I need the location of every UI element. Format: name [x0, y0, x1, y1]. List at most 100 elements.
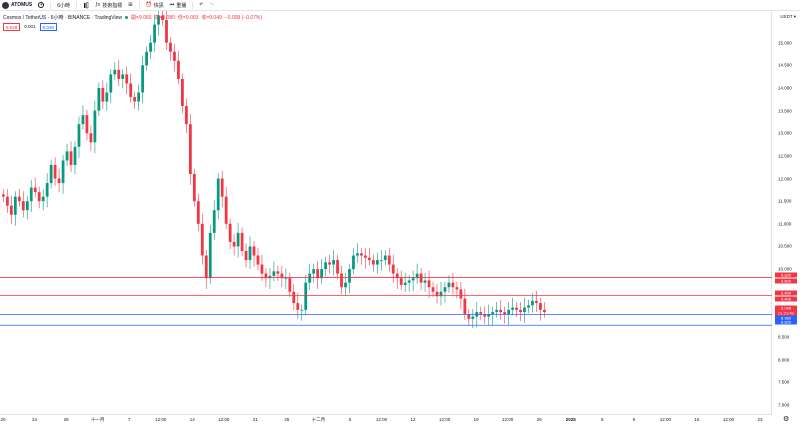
- currency-selector[interactable]: USDT ▾: [780, 14, 796, 19]
- candle-body: [9, 205, 13, 215]
- candle-body: [543, 309, 546, 313]
- line-price-tag: 9.400: [775, 296, 797, 302]
- price-tick-label: 8.000: [778, 357, 790, 363]
- price-tick-label: 8.500: [778, 334, 790, 340]
- grid-icon: ⊞: [128, 2, 133, 8]
- candle-body: [415, 273, 419, 279]
- time-tick-label: 25: [284, 417, 290, 422]
- plus-circle-icon: +: [38, 2, 45, 8]
- price-tick-label: 12.000: [778, 176, 792, 182]
- candle-body: [121, 74, 125, 79]
- symbol-search[interactable]: ATOMUS: [2, 1, 33, 9]
- candle-body: [399, 278, 403, 285]
- candle-body: [85, 115, 89, 134]
- price-tick-label: 14.000: [778, 85, 792, 91]
- compare-button[interactable]: +: [38, 2, 45, 8]
- candle-body: [188, 124, 192, 175]
- candle-body: [169, 42, 172, 52]
- replay-button[interactable]: ⏮ 重播: [170, 2, 187, 9]
- candle-body: [25, 201, 29, 211]
- candle-body: [479, 312, 483, 315]
- candle-body: [535, 300, 538, 304]
- candle-body: [21, 201, 25, 211]
- time-tick-label: 12:00: [438, 417, 451, 422]
- spread-value: 0.001: [22, 23, 38, 31]
- buy-price-button[interactable]: 9.049: [39, 23, 57, 31]
- legend-low: 低=9.003: [177, 15, 199, 21]
- sell-price-button[interactable]: 9.048: [3, 23, 21, 31]
- candle-body: [17, 196, 21, 202]
- price-tick-label: 10.000: [778, 266, 792, 272]
- candle-body: [360, 253, 363, 256]
- time-tick-label: 28: [63, 417, 69, 422]
- price-tick-label: 12.500: [778, 153, 792, 159]
- undo-button[interactable]: ↶: [199, 2, 203, 8]
- time-axis[interactable]: 20 24 28 十一月 7 12:00 14 12:00 21 25 十二月 5 12:00 12 12:…: [0, 414, 772, 426]
- settings-gear-icon[interactable]: ⚙: [783, 416, 790, 423]
- indicators-label: 技術指標: [102, 2, 123, 9]
- alert-label: 快訊: [153, 2, 164, 9]
- interval-button[interactable]: 6小時: [57, 2, 70, 9]
- candlestick-chart[interactable]: [0, 11, 772, 414]
- chart-pane[interactable]: [0, 11, 772, 414]
- candle-body: [53, 164, 57, 179]
- candle-body: [356, 253, 359, 256]
- price-tick-label: 13.000: [778, 130, 792, 136]
- price-tick-label: 14.500: [778, 62, 792, 68]
- candle-body: [97, 87, 101, 111]
- candle-body: [435, 291, 439, 297]
- templates-button[interactable]: ⊞: [128, 2, 132, 8]
- toolbar-divider: [192, 1, 194, 9]
- candle-body: [280, 273, 284, 279]
- candle-body: [196, 201, 200, 224]
- candle-body: [157, 15, 160, 25]
- candle-body: [395, 273, 399, 279]
- price-tick-label: 15.000: [778, 40, 792, 46]
- candle-body: [459, 289, 463, 299]
- replay-icon: ⏮: [169, 2, 175, 8]
- symbol-label: ATOMUS: [11, 2, 33, 8]
- candle-body: [447, 282, 451, 288]
- candle-body: [391, 264, 395, 274]
- candle-body: [451, 282, 455, 288]
- candle-body: [371, 260, 375, 265]
- legend-change: −0.008 (−0.07%): [224, 14, 263, 21]
- candle-body: [288, 278, 292, 292]
- candle-type-button[interactable]: [83, 1, 89, 9]
- candle-body: [463, 298, 467, 315]
- candle-body: [312, 269, 316, 274]
- candle-body: [49, 164, 53, 184]
- time-tick-label: 12:00: [375, 417, 388, 422]
- buy-sell-panel: 9.048 0.001 9.049: [3, 23, 57, 31]
- redo-button[interactable]: ↷: [209, 2, 213, 8]
- candle-body: [403, 282, 407, 285]
- candle-body: [519, 309, 522, 313]
- candle-body: [69, 151, 73, 165]
- line-price-tag: 9.450: [775, 290, 797, 296]
- candle-body: [304, 282, 308, 310]
- time-tick-label: 12: [410, 417, 416, 422]
- candle-body: [431, 287, 435, 292]
- candle-body: [216, 178, 220, 211]
- candle-body: [77, 124, 81, 147]
- time-tick-label: 26: [536, 417, 542, 422]
- time-tick-label: 14: [189, 417, 195, 422]
- price-axis[interactable]: 15.000 14.500 14.000 13.500 13.000 12.500 12.0…: [772, 11, 800, 414]
- candle-body: [29, 187, 33, 202]
- line-price-tag: 9.805: [775, 278, 797, 284]
- candle-body: [224, 196, 228, 224]
- last-price-tag: 8.989: [775, 315, 797, 321]
- alert-button[interactable]: ⏰ 快訊: [146, 2, 164, 9]
- candle-body: [539, 303, 542, 310]
- replay-label: 重播: [176, 2, 187, 9]
- candle-body: [340, 273, 343, 288]
- indicators-icon: ƒx: [95, 2, 101, 8]
- candle-body: [523, 307, 526, 313]
- indicators-button[interactable]: ƒx 技術指標: [95, 2, 122, 9]
- candle-body: [439, 291, 443, 297]
- candle-body: [212, 210, 216, 233]
- candle-body: [324, 262, 328, 270]
- candle-body: [181, 78, 184, 107]
- candle-body: [352, 255, 355, 270]
- candle-body: [387, 255, 391, 265]
